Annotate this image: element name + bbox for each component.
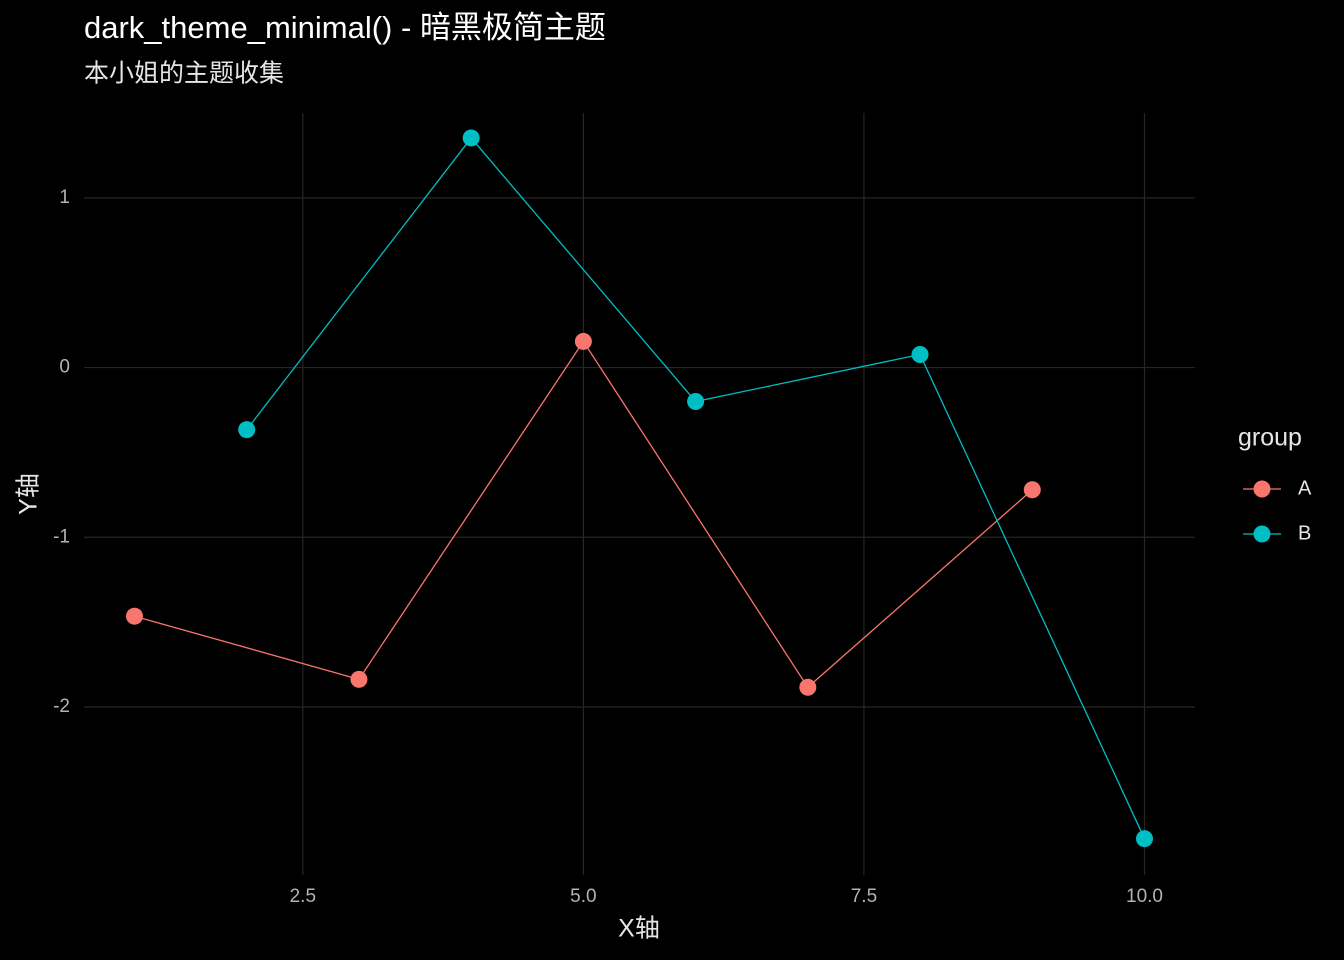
x-tick-label: 7.5: [851, 886, 877, 907]
chart-subtitle: 本小姐的主题收集: [84, 60, 284, 88]
x-tick-label: 5.0: [570, 886, 596, 907]
point: [574, 332, 592, 350]
point: [687, 393, 705, 411]
y-tick-label: -2: [53, 696, 70, 717]
legend-label: A: [1298, 477, 1312, 499]
x-tick-label: 2.5: [290, 886, 316, 907]
legend-key-point: [1253, 480, 1271, 498]
point: [1136, 830, 1153, 848]
chart-title: dark_theme_minimal() - 暗黑极简主题: [84, 10, 606, 45]
point: [238, 421, 256, 439]
point: [462, 129, 480, 147]
legend-title: group: [1238, 424, 1302, 452]
point: [911, 345, 929, 363]
point: [126, 607, 143, 625]
legend-key-point: [1253, 525, 1271, 543]
y-tick-label: 1: [59, 187, 70, 208]
x-axis-title: X轴: [618, 915, 660, 943]
x-tick-label: 10.0: [1126, 886, 1163, 907]
point: [350, 670, 368, 688]
point: [1023, 481, 1041, 499]
y-axis-title: Y轴: [15, 473, 43, 515]
y-tick-label: 0: [59, 357, 70, 378]
y-tick-label: -1: [53, 526, 70, 547]
point: [799, 678, 817, 696]
legend-label: B: [1298, 522, 1311, 544]
